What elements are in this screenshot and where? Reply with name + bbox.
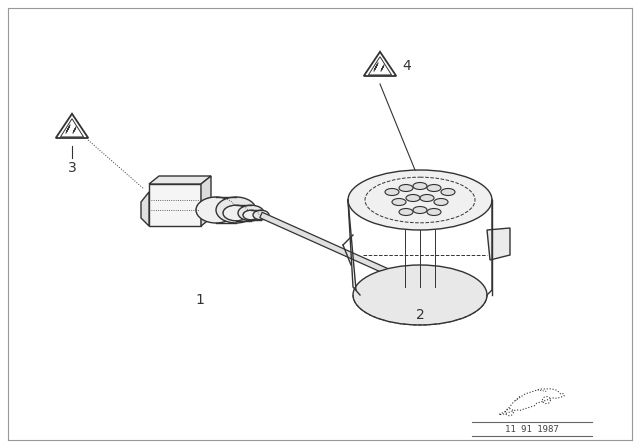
Ellipse shape bbox=[196, 197, 236, 223]
Ellipse shape bbox=[403, 277, 410, 283]
Ellipse shape bbox=[427, 185, 441, 191]
Ellipse shape bbox=[385, 189, 399, 195]
Ellipse shape bbox=[399, 208, 413, 215]
Text: 11 91 1987: 11 91 1987 bbox=[505, 425, 559, 434]
Ellipse shape bbox=[420, 194, 434, 202]
Ellipse shape bbox=[413, 207, 427, 214]
Text: 1: 1 bbox=[196, 293, 204, 307]
Polygon shape bbox=[487, 228, 510, 260]
Polygon shape bbox=[201, 176, 211, 226]
Ellipse shape bbox=[413, 182, 427, 190]
Ellipse shape bbox=[348, 170, 492, 230]
Polygon shape bbox=[141, 192, 149, 226]
Polygon shape bbox=[149, 184, 201, 226]
Ellipse shape bbox=[392, 198, 406, 206]
Polygon shape bbox=[149, 176, 211, 184]
Text: 3: 3 bbox=[68, 161, 76, 175]
Ellipse shape bbox=[253, 210, 269, 220]
Ellipse shape bbox=[441, 189, 455, 195]
Polygon shape bbox=[260, 212, 407, 283]
Ellipse shape bbox=[243, 210, 259, 220]
Text: 2: 2 bbox=[415, 308, 424, 322]
Ellipse shape bbox=[216, 197, 256, 223]
Ellipse shape bbox=[238, 205, 264, 221]
Ellipse shape bbox=[406, 194, 420, 202]
Ellipse shape bbox=[434, 198, 448, 206]
Ellipse shape bbox=[399, 185, 413, 191]
Text: 4: 4 bbox=[402, 59, 411, 73]
Ellipse shape bbox=[223, 205, 249, 221]
Ellipse shape bbox=[427, 208, 441, 215]
Ellipse shape bbox=[353, 265, 487, 325]
